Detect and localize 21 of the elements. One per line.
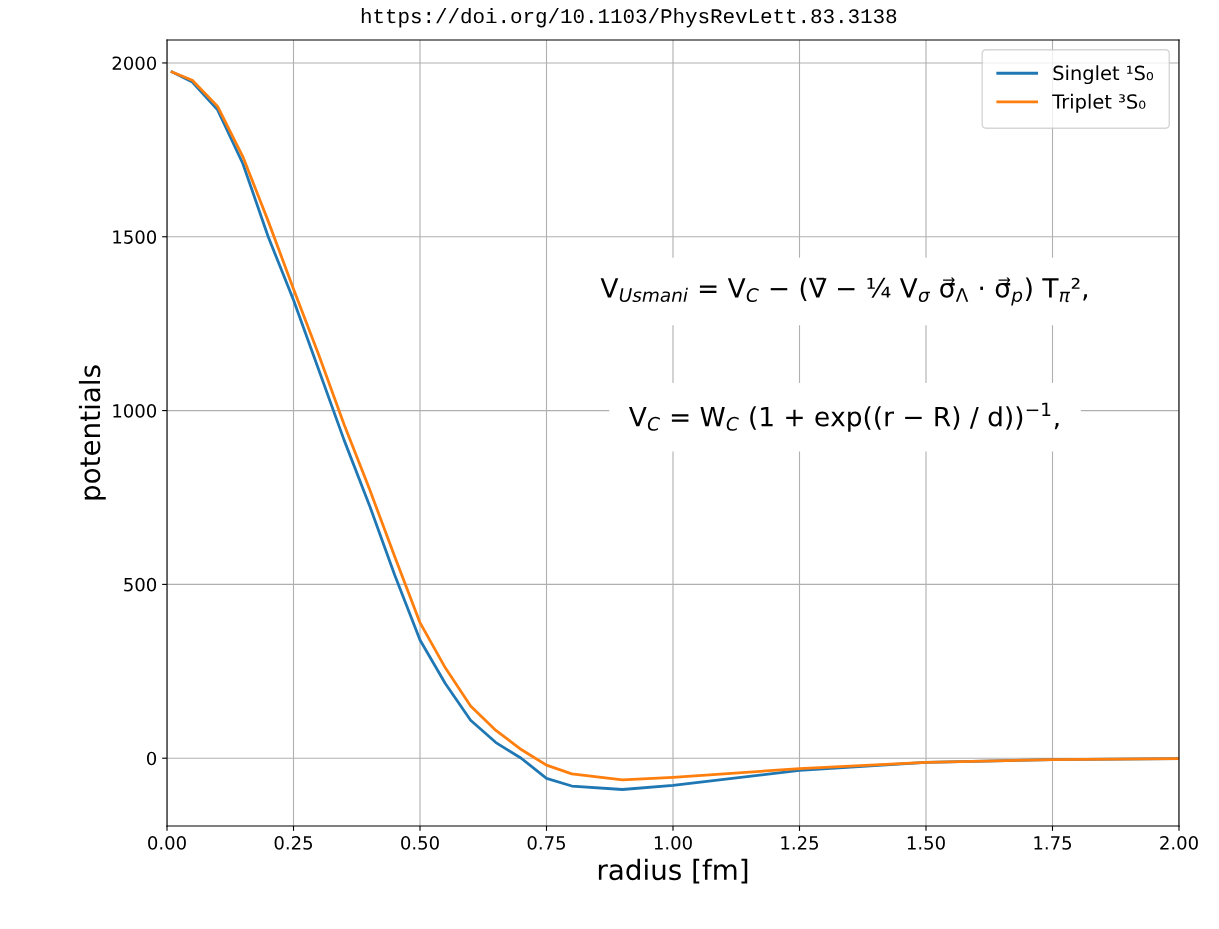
y-tick-label: 500 [124,577,157,592]
y-tick-label: 1000 [113,404,157,418]
x-tick-label: 2.00 [1160,836,1198,850]
annotation: V$_{C}$ = W$_{C}$ (1 + exp((r − R) / d))$^{−1}$, [628,402,1059,432]
y-axis-title: potentials [78,365,106,500]
text: V$_{Usmani}$ = V$_{C}$ − (V̄ − ¼ V$_{σ}$ σ⃗$_{Λ}$ · σ⃗$_{p}$) T$_{π}$², [600,277,1087,306]
y-tick-label: 1500 [113,230,157,244]
y-tick-label: 2000 [112,56,157,71]
x-tick-label: 0.25 [274,836,313,850]
x-tick-label: 1.75 [1034,836,1072,850]
y-tick-label: 0 [146,751,157,766]
x-tick-label: 0.50 [401,836,439,850]
x-tick-label: 1.50 [907,836,945,850]
x-tick-label: 1.00 [654,836,692,850]
legend-label: Singlet ¹S₀ [1053,65,1154,85]
x-tick-label: 0.75 [527,836,566,850]
x-tick-label: 0.00 [148,836,186,850]
text: https://doi.org/10.1103/PhysRevLett.83.3138 [361,8,897,28]
x-tick-label: 1.25 [781,836,819,850]
legend-label: Triplet ³S₀ [1052,93,1146,113]
x-axis-title: radius [fm] [598,858,748,884]
